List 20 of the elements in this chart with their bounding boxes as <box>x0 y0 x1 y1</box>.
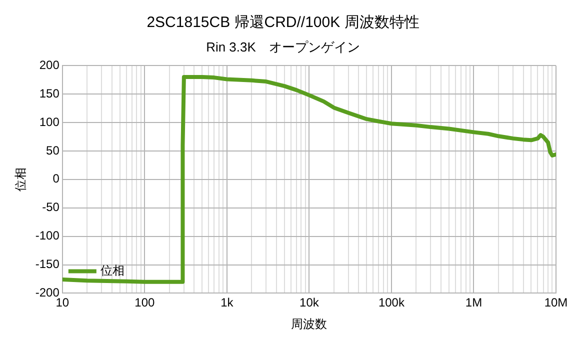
y-tick-label: 50 <box>46 143 60 158</box>
x-tick-label: 1M <box>465 296 482 310</box>
x-tick-label: 100 <box>134 296 156 310</box>
y-tick-label: 100 <box>39 114 60 129</box>
chart-title: 2SC1815CB 帰還CRD//100K 周波数特性 <box>146 14 420 32</box>
x-tick-label: 100k <box>378 296 406 310</box>
x-tick-label: 10M <box>544 296 568 310</box>
y-tick-label: -50 <box>42 200 60 214</box>
x-tick-label: 10k <box>300 296 320 310</box>
legend-label: 位相 <box>100 264 124 278</box>
y-tick-label: 150 <box>39 86 60 100</box>
chart-subtitle: Rin 3.3K オープンゲイン <box>206 39 360 54</box>
x-axis-title: 周波数 <box>291 317 328 332</box>
y-tick-label: -100 <box>35 228 60 243</box>
x-tick-label: 10 <box>56 296 70 310</box>
y-axis-title: 位相 <box>14 167 28 192</box>
x-tick-label: 1k <box>220 296 234 310</box>
y-tick-label: 200 <box>39 58 60 72</box>
y-tick-label: -150 <box>35 257 60 272</box>
y-tick-label: 0 <box>52 172 60 186</box>
